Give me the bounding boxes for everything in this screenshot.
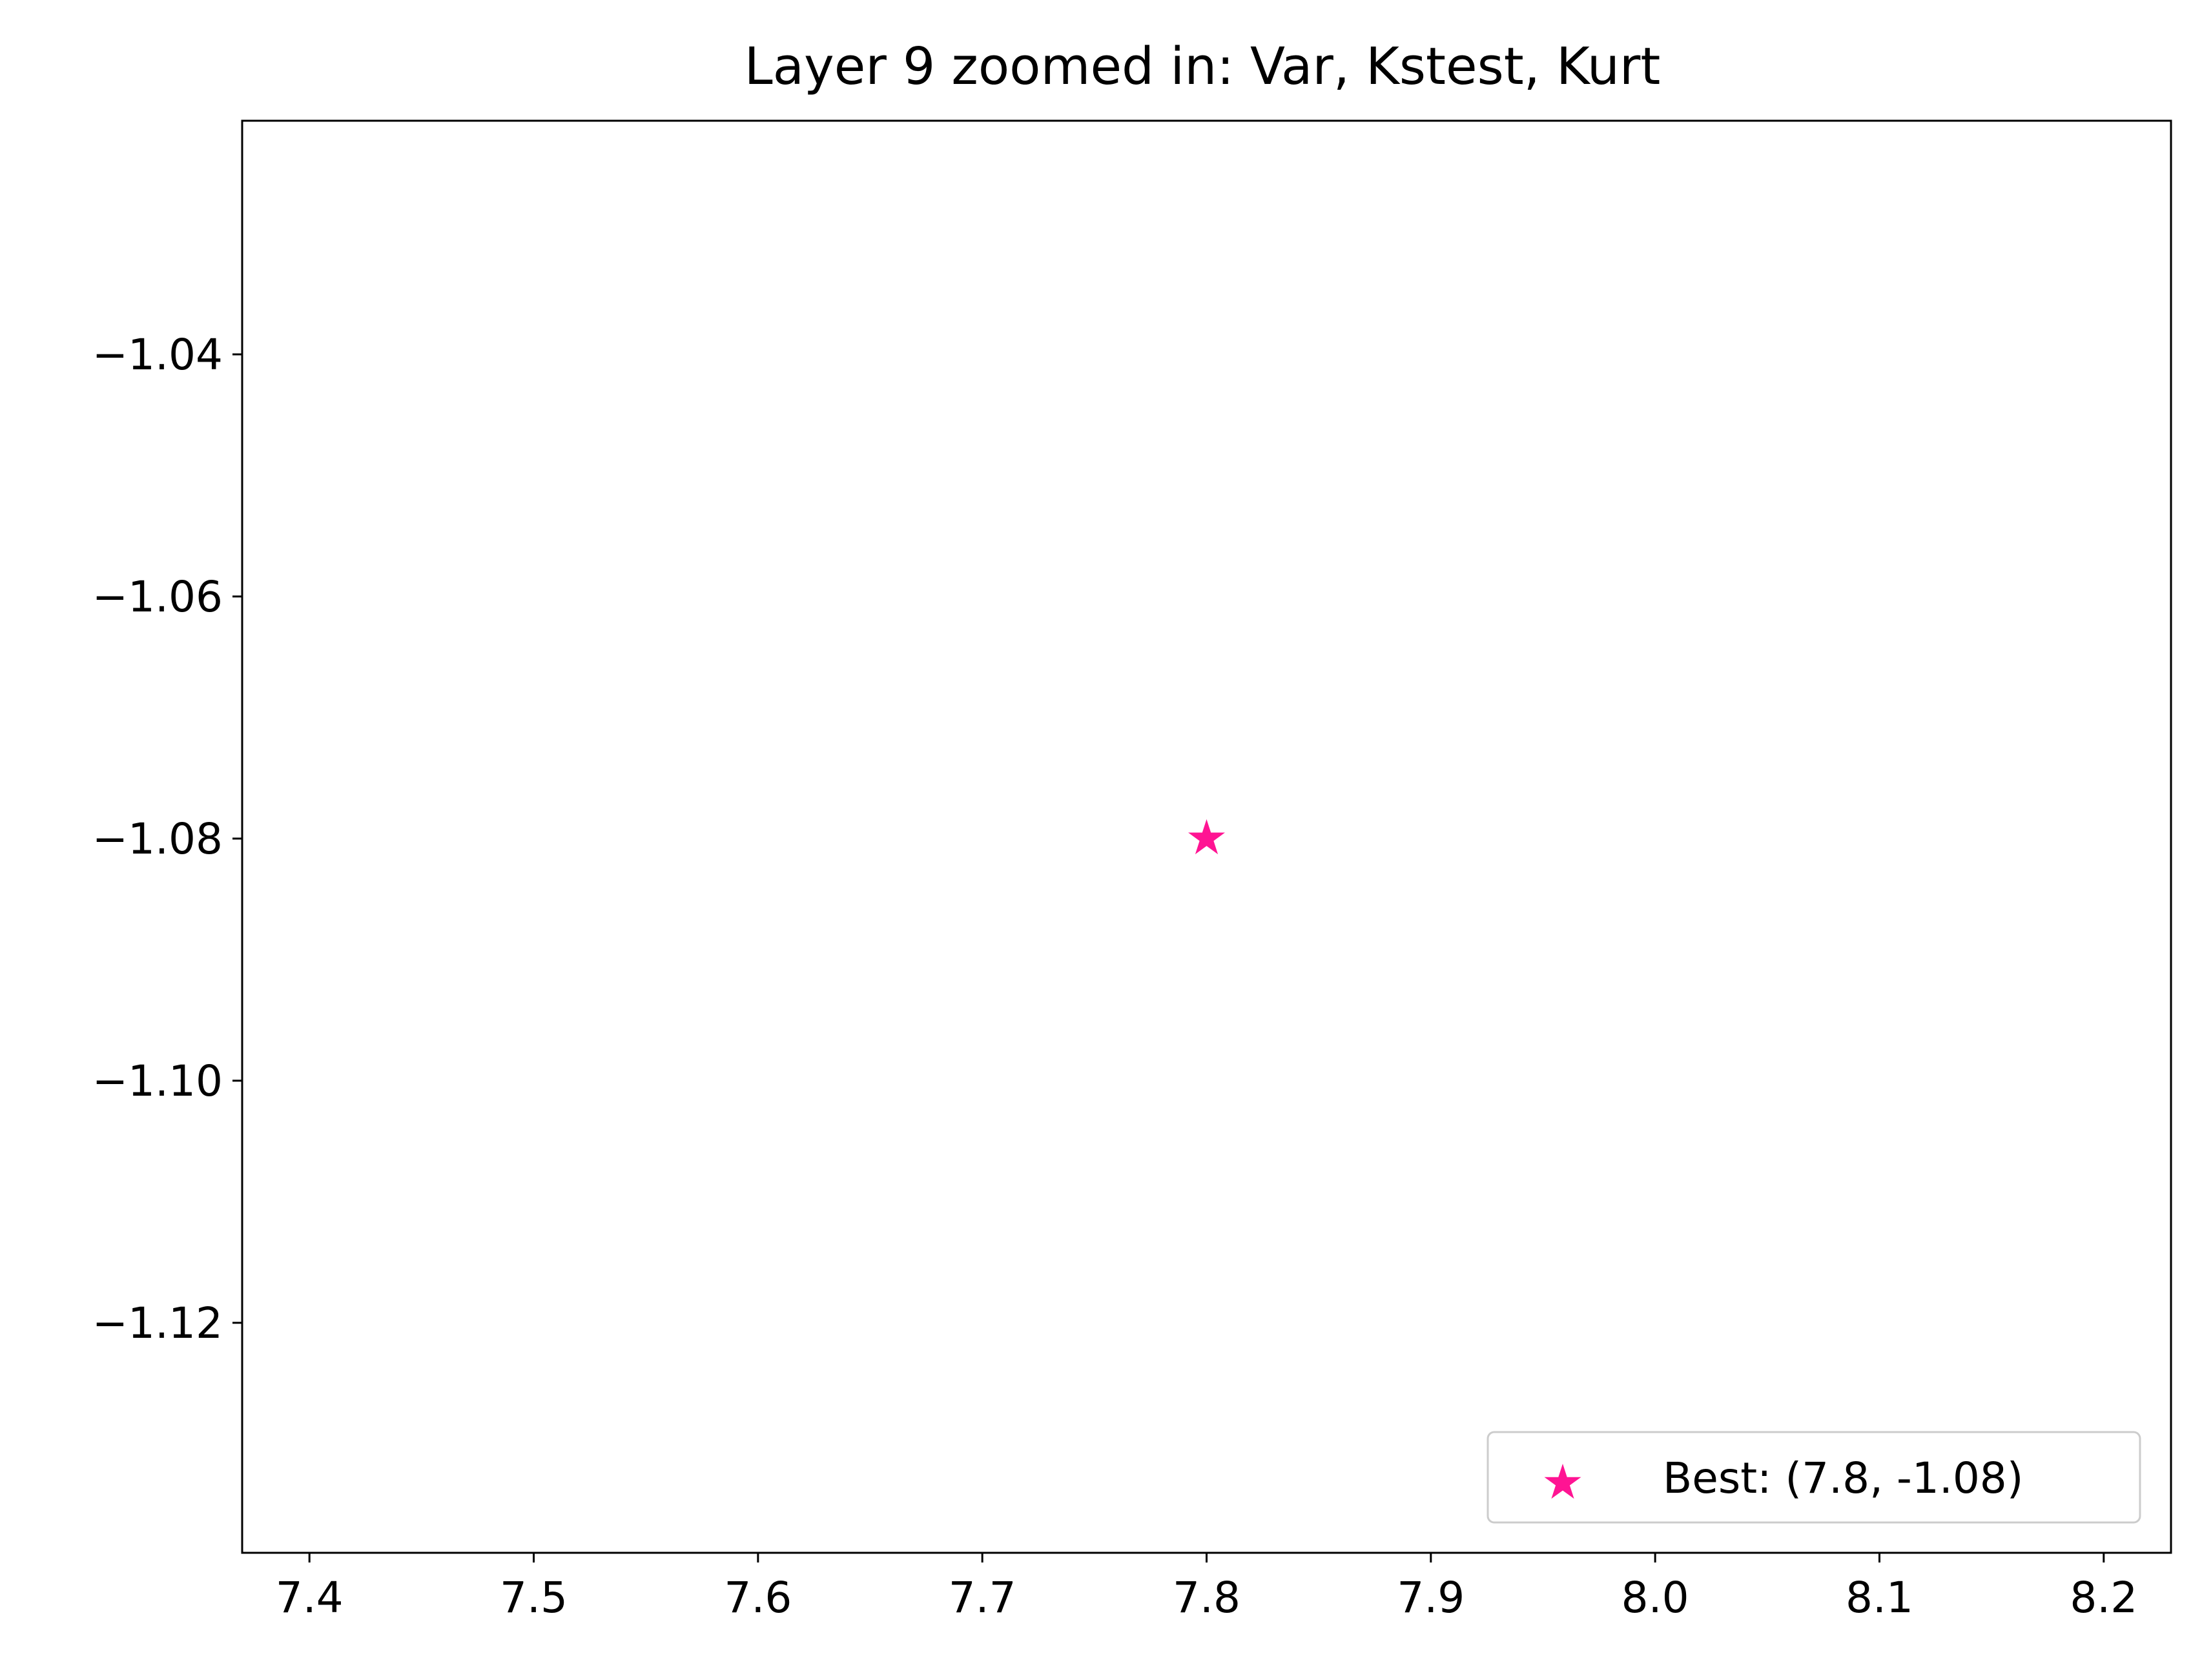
chart-title: Layer 9 zoomed in: Var, Kstest, Kurt xyxy=(745,37,1661,96)
plot-frame xyxy=(241,119,2172,1554)
best-point-star-marker xyxy=(1188,819,1225,855)
legend-label: Best: (7.8, -1.08) xyxy=(1663,1453,2024,1503)
data-points xyxy=(1188,819,1225,855)
x-tick-label: 7.5 xyxy=(500,1573,568,1623)
x-tick-label: 7.7 xyxy=(949,1573,1016,1623)
y-tick-label: −1.04 xyxy=(92,330,223,380)
x-tick-label: 8.0 xyxy=(1621,1573,1689,1623)
x-tick-label: 7.6 xyxy=(724,1573,792,1623)
legend: Best: (7.8, -1.08) xyxy=(1487,1431,2141,1524)
legend-star-icon xyxy=(1544,1464,1581,1499)
x-axis: 7.4 7.5 7.6 7.7 7.8 7.9 8.0 8.1 8.2 xyxy=(276,1553,2137,1623)
x-tick-label: 7.9 xyxy=(1397,1573,1465,1623)
x-tick-label: 7.8 xyxy=(1173,1573,1240,1623)
x-tick-label: 8.2 xyxy=(2070,1573,2137,1623)
y-tick-label: −1.08 xyxy=(92,814,223,864)
y-tick-label: −1.10 xyxy=(92,1056,223,1106)
y-tick-label: −1.06 xyxy=(92,572,223,622)
y-axis: −1.04 −1.06 −1.08 −1.10 −1.12 xyxy=(92,330,242,1348)
x-tick-label: 7.4 xyxy=(276,1573,344,1623)
x-tick-label: 8.1 xyxy=(1846,1573,1913,1623)
y-tick-label: −1.12 xyxy=(92,1298,223,1348)
legend-box xyxy=(1487,1431,2141,1524)
